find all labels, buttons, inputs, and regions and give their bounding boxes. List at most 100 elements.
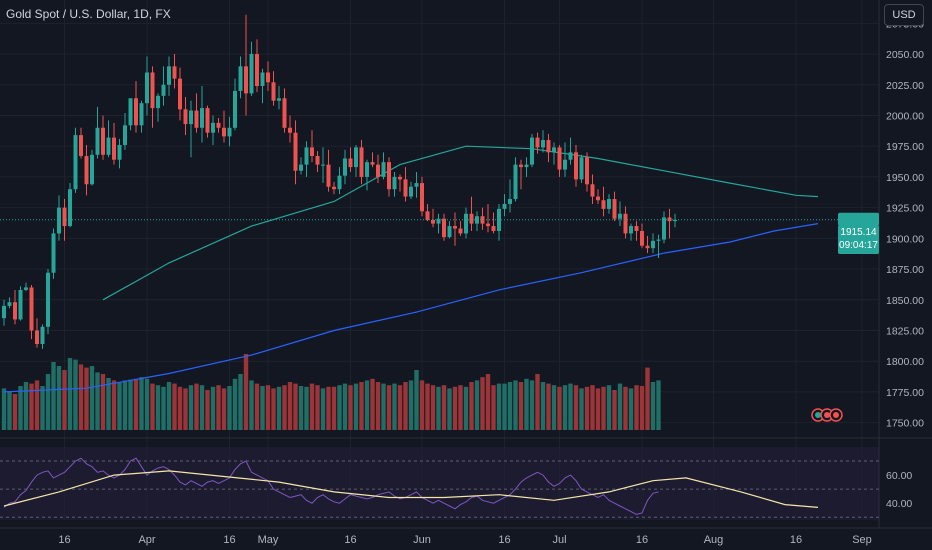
candle-body [365,162,369,177]
candle-body [68,189,72,227]
price-tick-label: 1925.00 [886,203,924,215]
price-tick-label: 1825.00 [886,325,924,337]
volume-bar [122,380,128,430]
candle-body [596,196,600,201]
currency-button[interactable]: USD [884,4,924,26]
volume-bar [425,383,430,430]
candle-body [260,72,265,86]
volume-bar [183,388,188,430]
volume-bar [650,382,656,430]
volume-bar [513,380,518,430]
last-price-tag: 1915.14 09:04:17 [838,225,879,254]
volume-bar [73,359,78,430]
chart-title: Gold Spot / U.S. Dollar, 1D, FX [6,7,171,21]
volume-bar [579,388,584,430]
volume-bar [84,367,89,430]
candle-body [29,287,34,331]
candle-body [332,186,336,190]
candle-body [46,272,50,327]
candle-body [227,127,232,137]
volume-bar [342,383,348,430]
volume-bar [463,386,469,430]
time-tick-label: Jul [552,534,566,546]
price-tick-label: 2000.00 [886,110,924,122]
moving-average-fast [102,145,819,301]
candle-body [491,226,496,231]
volume-bar [18,386,23,430]
volume-bar [265,385,271,430]
candle-body [354,147,358,168]
candle-body [128,98,133,126]
volume-bar [320,388,326,430]
volume-bar [243,354,249,430]
volume-bar [491,385,496,430]
volume-bar [155,385,161,430]
candle-body [79,135,83,157]
volume-bar [260,386,265,430]
candle-body [464,213,468,234]
candle-body [409,186,413,197]
candle-body [447,226,452,238]
candle-body [414,183,419,187]
volume-bar [496,383,502,430]
candle-body [315,156,320,165]
volume-bar [595,388,601,430]
price-tick-label: 1800.00 [886,356,924,368]
candle-body [535,137,540,148]
volume-bar [403,382,408,430]
volume-bar [370,378,375,430]
candle-body [134,98,138,126]
volume-bar [590,385,595,430]
candle-body [508,199,512,204]
candle-body [618,213,622,219]
rsi-ma-line [3,470,819,508]
volume-bar [639,386,645,430]
volume-bar [480,377,485,430]
candle-body [629,226,633,234]
volume-bar [45,374,51,430]
candlestick-series [2,14,677,349]
time-tick-label: Jun [413,534,431,546]
volume-bar [100,374,106,430]
volume-bar [507,382,513,430]
candle-body [348,158,353,168]
volume-bar [111,380,117,430]
volume-bar [353,383,359,430]
volume-bar [469,382,474,430]
volume-bar [397,385,403,430]
event-marker-dot [824,412,830,418]
volume-bar [458,385,463,430]
volume-bar [326,386,331,430]
candle-body [84,156,89,185]
candle-body [112,137,116,160]
candle-body [453,226,457,229]
candle-body [24,287,28,290]
candle-body [117,144,122,160]
candle-body [183,109,188,125]
candle-body [106,137,111,155]
candle-body [370,162,375,165]
candle-body [238,66,243,91]
rsi-band [0,447,879,520]
volume-bar [133,378,139,430]
candle-body [293,132,298,171]
time-tick-label: 16 [498,534,510,546]
candle-body [249,54,254,94]
volume-bar [210,386,216,430]
volume-bar [150,383,155,430]
candle-body [205,108,210,133]
candle-body [398,176,402,180]
candle-body [304,147,309,165]
candle-body [123,125,127,145]
rsi-tick-label: 60.00 [886,470,912,482]
candle-body [299,164,303,171]
volume-bar [216,385,221,430]
price-tick-label: 1975.00 [886,141,924,153]
volume-bar [540,382,546,430]
volume-bar [106,378,111,430]
volume-bar [34,380,40,430]
volume-bar [557,386,562,430]
candle-body [541,140,545,148]
candle-body [601,200,606,209]
